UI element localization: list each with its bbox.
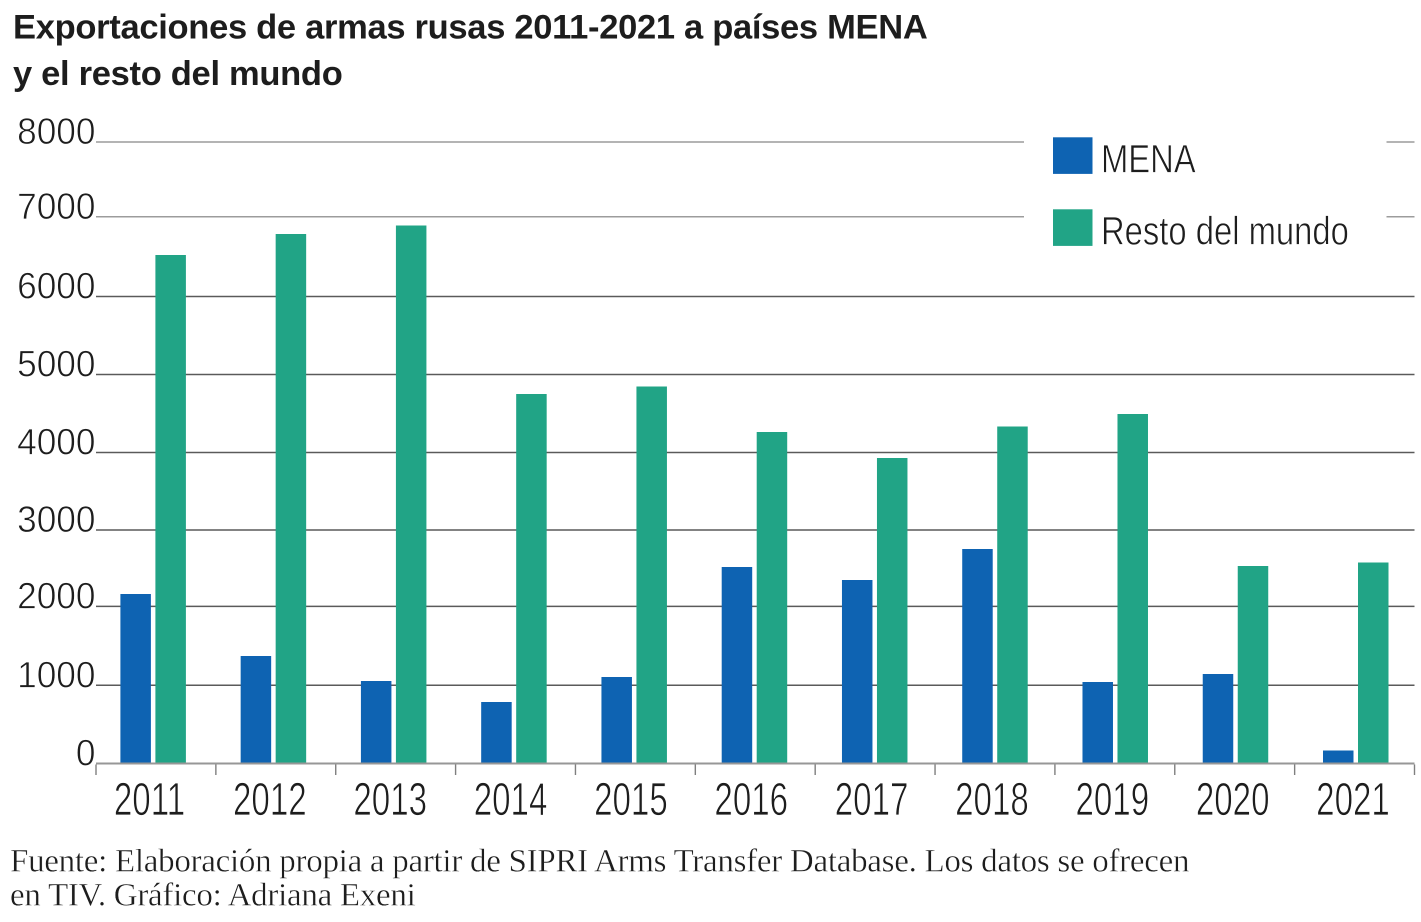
svg-text:7000: 7000 [17, 185, 95, 227]
svg-text:2015: 2015 [594, 775, 668, 825]
svg-text:2012: 2012 [233, 775, 307, 825]
svg-text:2013: 2013 [353, 775, 427, 825]
svg-text:2014: 2014 [474, 775, 548, 825]
svg-text:2018: 2018 [955, 775, 1029, 825]
svg-text:2020: 2020 [1196, 775, 1270, 825]
svg-text:en TIV. Gráfico: Adriana Exeni: en TIV. Gráfico: Adriana Exeni [10, 877, 416, 913]
svg-text:Resto del mundo: Resto del mundo [1101, 208, 1349, 253]
svg-text:8000: 8000 [17, 110, 95, 152]
svg-text:y el resto del mundo: y el resto del mundo [13, 55, 342, 93]
svg-text:Exportaciones de armas rusas 2: Exportaciones de armas rusas 2011-2021 a… [13, 8, 928, 46]
svg-text:2011: 2011 [114, 775, 185, 825]
svg-text:2000: 2000 [17, 574, 95, 616]
svg-text:0: 0 [76, 731, 96, 773]
svg-text:2016: 2016 [714, 775, 788, 825]
svg-text:3000: 3000 [17, 498, 95, 540]
svg-text:6000: 6000 [17, 264, 95, 306]
svg-text:MENA: MENA [1101, 136, 1196, 181]
svg-text:2017: 2017 [835, 775, 909, 825]
svg-text:Fuente: Elaboración propia a p: Fuente: Elaboración propia a partir de S… [10, 843, 1189, 879]
svg-text:2019: 2019 [1075, 775, 1149, 825]
svg-text:5000: 5000 [17, 342, 95, 384]
svg-text:4000: 4000 [17, 420, 95, 462]
svg-text:2021: 2021 [1316, 775, 1390, 825]
svg-text:1000: 1000 [17, 653, 95, 695]
